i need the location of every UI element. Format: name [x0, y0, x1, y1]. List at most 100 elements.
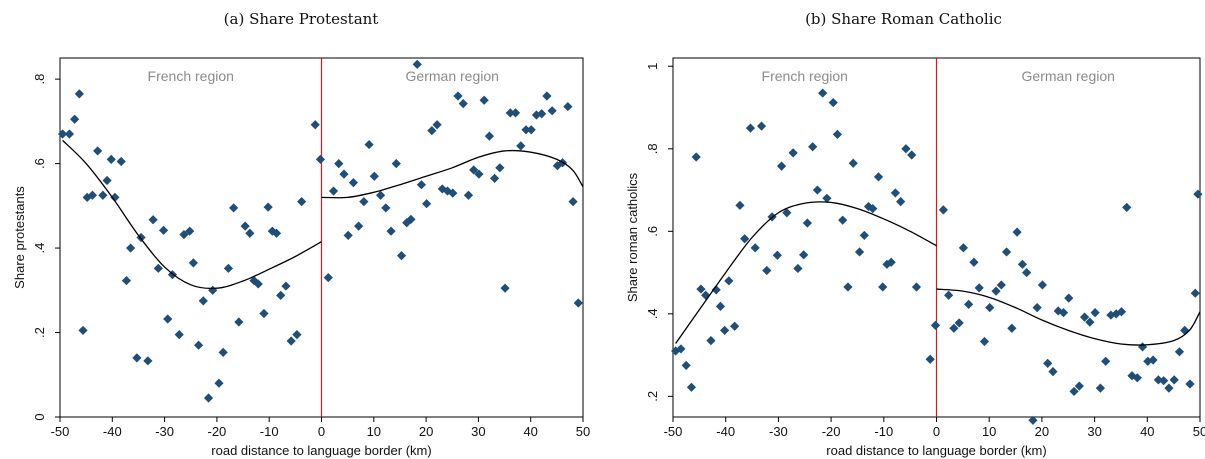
data-point — [681, 360, 691, 371]
data-point — [526, 125, 536, 135]
data-point — [458, 99, 468, 109]
data-point — [386, 226, 396, 236]
data-point — [58, 129, 68, 139]
data-point — [838, 215, 848, 225]
data-point — [153, 263, 163, 273]
data-point — [121, 275, 132, 286]
data-point — [185, 226, 195, 236]
data-point — [772, 250, 782, 260]
data-point — [964, 299, 974, 309]
data-point — [1101, 356, 1111, 366]
data-point — [505, 108, 515, 118]
data-point — [1185, 379, 1195, 389]
data-point — [234, 317, 244, 327]
data-point — [334, 158, 344, 169]
data-point — [828, 97, 838, 108]
y-axis-title: Share roman catholics — [625, 172, 640, 302]
data-point — [671, 346, 681, 356]
data-point — [448, 188, 458, 198]
data-point — [896, 197, 906, 207]
data-point — [832, 129, 843, 139]
data-point — [863, 201, 874, 212]
data-point — [1148, 355, 1158, 365]
data-point — [427, 126, 437, 136]
data-point — [1153, 375, 1163, 385]
data-point — [229, 203, 239, 213]
y-tick-label: .4 — [645, 308, 660, 319]
x-tick-label: -40 — [716, 424, 735, 439]
data-point — [740, 234, 750, 244]
data-point — [996, 280, 1006, 290]
y-tick-label: .8 — [645, 143, 660, 154]
data-point — [882, 259, 892, 269]
data-point — [542, 91, 552, 101]
region-label: French region — [148, 68, 234, 84]
data-point — [422, 199, 432, 209]
data-point — [78, 325, 88, 336]
data-point — [750, 243, 760, 253]
x-tick-label: 10 — [367, 424, 381, 439]
data-point — [208, 285, 218, 295]
data-point — [110, 192, 120, 202]
data-point — [720, 325, 730, 335]
data-point — [102, 175, 112, 186]
data-point — [859, 230, 869, 241]
x-tick-label: 40 — [1140, 424, 1154, 439]
data-point — [214, 378, 224, 388]
data-point — [843, 282, 853, 292]
data-point — [70, 114, 80, 124]
data-point — [315, 154, 326, 164]
data-point — [1137, 342, 1148, 352]
data-point — [1174, 347, 1185, 357]
data-point — [735, 200, 745, 210]
region-label: German region — [1022, 68, 1115, 84]
data-point — [271, 228, 282, 238]
data-point — [412, 59, 422, 69]
data-point — [469, 165, 479, 175]
data-point — [495, 163, 505, 173]
data-point — [1007, 323, 1017, 333]
data-point — [474, 169, 484, 179]
x-axis-title: road distance to language border (km) — [826, 443, 1046, 458]
y-tick-label: .2 — [32, 327, 47, 338]
data-point — [163, 314, 173, 324]
data-point — [323, 273, 333, 283]
data-point — [1132, 373, 1142, 383]
data-point — [126, 243, 136, 253]
data-point — [310, 120, 320, 130]
data-point — [416, 180, 426, 190]
data-point — [87, 190, 98, 200]
data-point — [1074, 381, 1084, 391]
y-tick-label: .8 — [32, 74, 47, 85]
data-point — [259, 308, 269, 319]
data-point — [854, 247, 865, 257]
data-point — [1190, 288, 1200, 298]
data-point — [1095, 383, 1105, 393]
data-point — [848, 158, 858, 168]
x-tick-label: -10 — [874, 424, 893, 439]
y-tick-label: .6 — [645, 226, 660, 237]
data-point — [381, 203, 391, 213]
data-point — [348, 177, 359, 188]
data-point — [240, 221, 250, 231]
x-tick-label: -20 — [208, 424, 227, 439]
region-label: German region — [406, 68, 499, 84]
data-point — [1037, 280, 1048, 290]
data-point — [116, 156, 126, 167]
data-point — [263, 202, 273, 212]
data-point — [1116, 307, 1127, 317]
x-tick-label: 20 — [419, 424, 433, 439]
data-point — [776, 161, 787, 171]
x-tick-label: -40 — [103, 424, 122, 439]
data-point — [925, 354, 935, 364]
data-point — [890, 188, 900, 198]
y-tick-label: 0 — [32, 413, 47, 420]
data-point — [198, 296, 208, 306]
data-point — [98, 190, 108, 200]
data-point — [979, 336, 990, 347]
data-point — [745, 123, 756, 133]
x-tick-label: 0 — [933, 424, 940, 439]
data-point — [292, 330, 302, 340]
data-point — [802, 218, 812, 228]
data-point — [286, 336, 296, 346]
